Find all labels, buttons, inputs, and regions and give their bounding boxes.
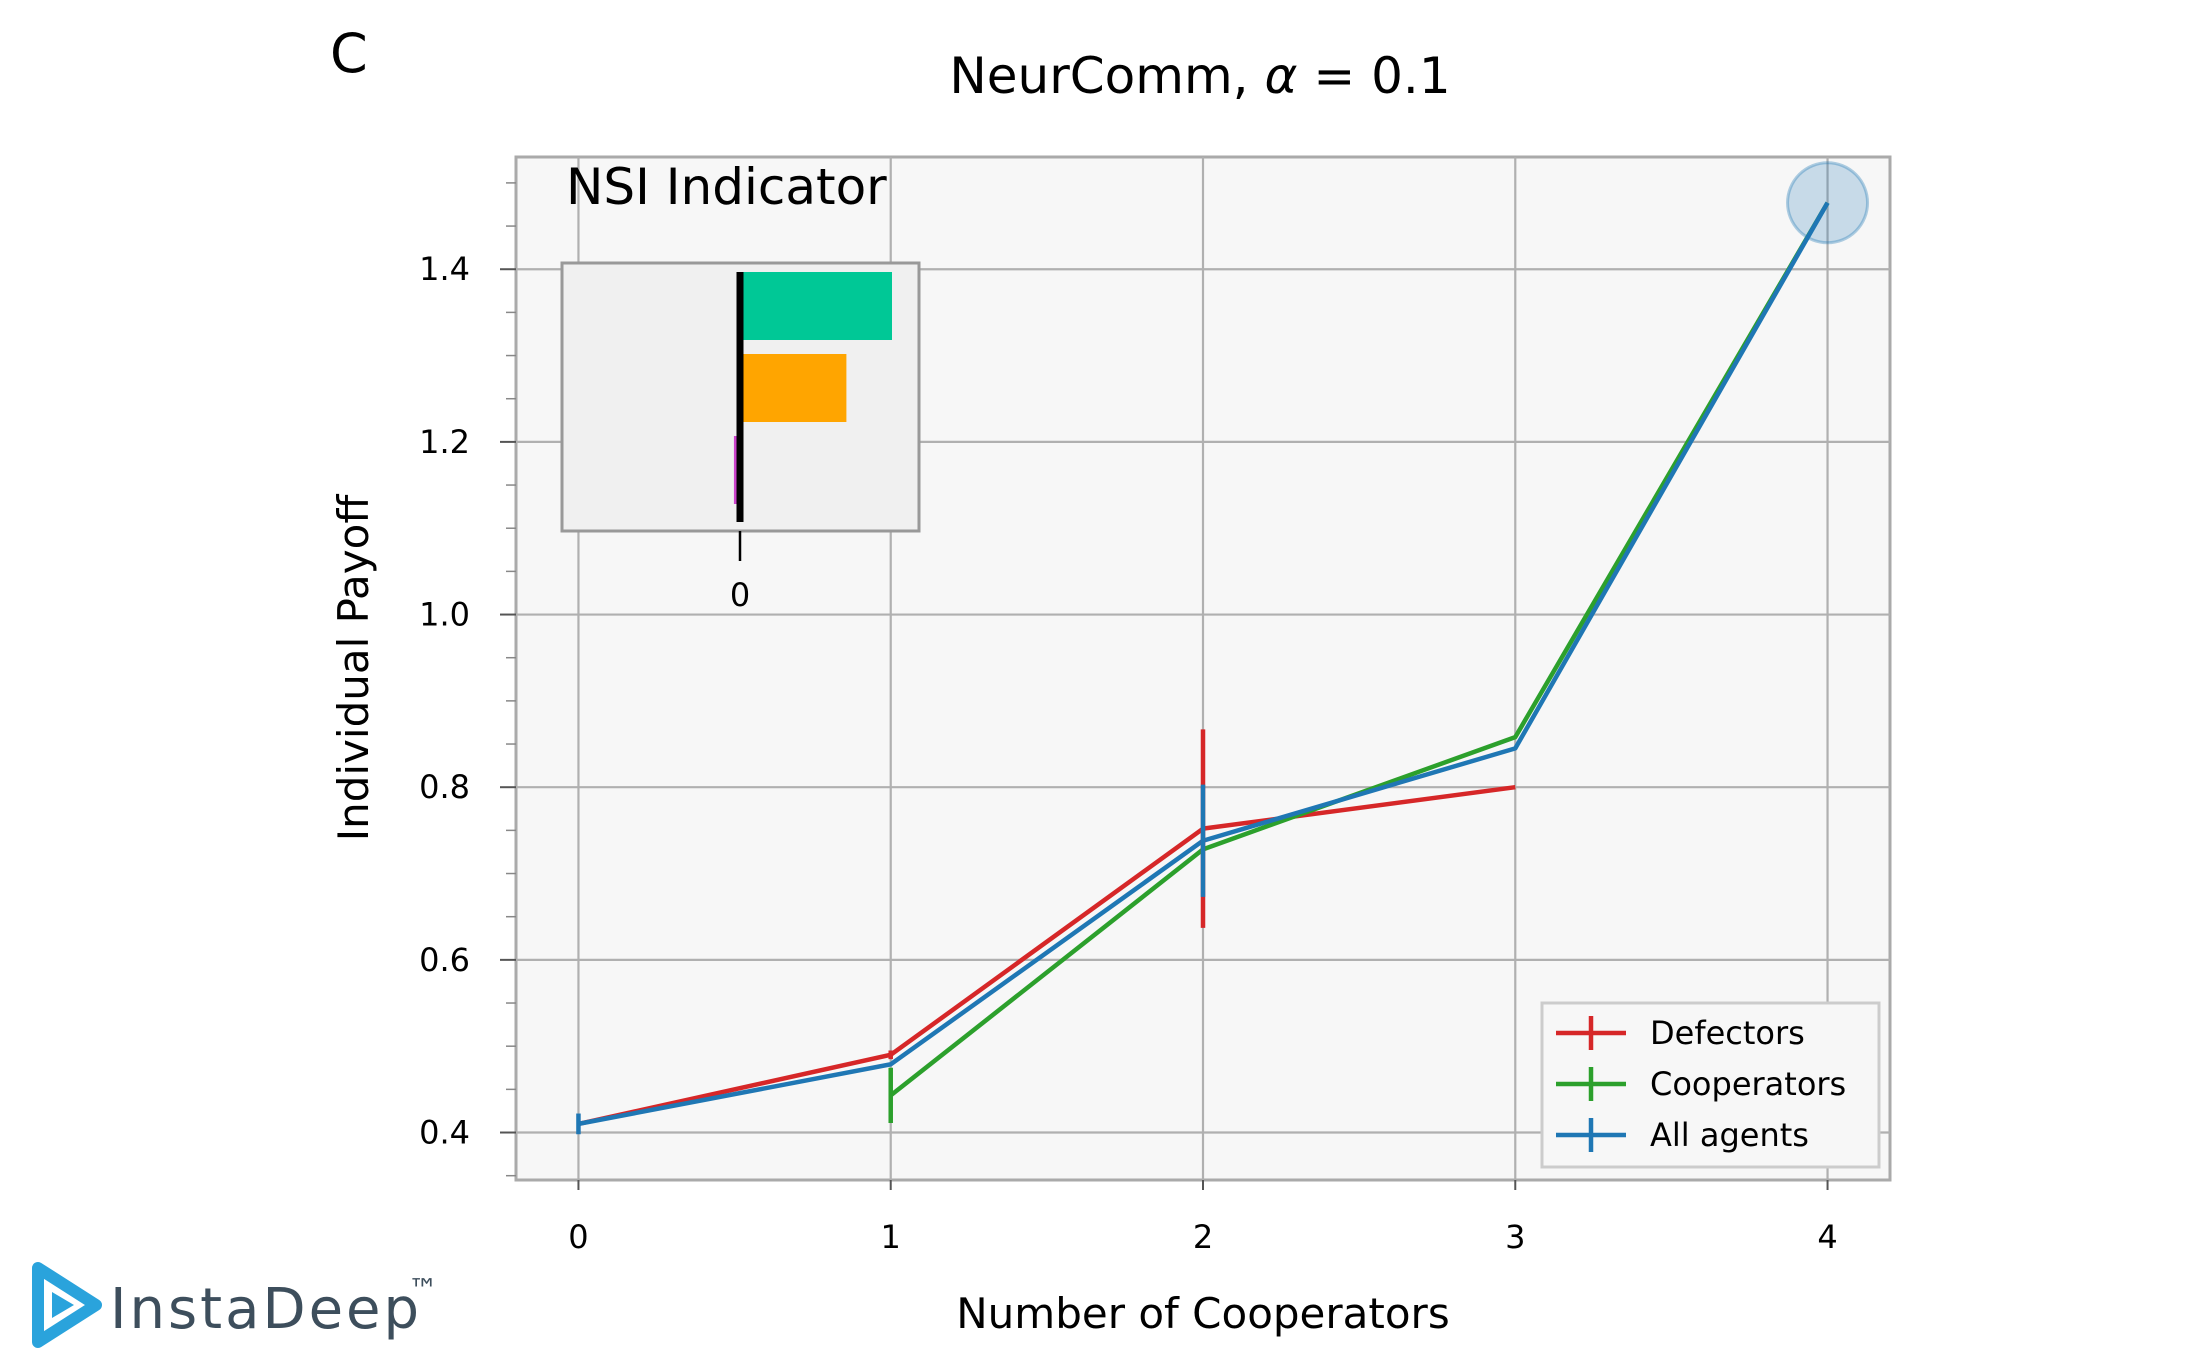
y-tick-label: 1.0 — [419, 596, 470, 634]
inset-zero-label: 0 — [730, 576, 750, 614]
panel-label: C — [330, 22, 368, 85]
inset-bar — [740, 354, 847, 422]
chart-title: NeurComm, α = 0.1 — [949, 47, 1450, 105]
y-tick-label: 0.4 — [419, 1114, 470, 1152]
x-axis-label: Number of Cooperators — [956, 1289, 1449, 1338]
highlight-marker — [1786, 161, 1870, 245]
legend: Defectors Cooperators All agents — [1540, 1001, 1881, 1169]
legend-label: Cooperators — [1650, 1065, 1846, 1103]
instadeep-logo: InstaDeep ™ — [32, 1262, 438, 1348]
inset-bar — [740, 272, 892, 340]
x-tick-label: 0 — [568, 1218, 588, 1256]
legend-label: Defectors — [1650, 1014, 1805, 1052]
y-tick-label: 0.8 — [419, 768, 470, 806]
inset-bars — [733, 272, 892, 504]
y-tick-label: 0.6 — [419, 941, 470, 979]
brand-name: InstaDeep — [110, 1277, 422, 1342]
y-axis-label: Individual Payoff — [329, 494, 378, 842]
x-tick-label: 4 — [1817, 1218, 1837, 1256]
x-tick-label: 1 — [881, 1218, 901, 1256]
brand-tm: ™ — [408, 1273, 438, 1308]
y-tick-label: 1.2 — [419, 423, 470, 461]
minor-ticks — [506, 182, 516, 1177]
x-tick-label: 2 — [1193, 1218, 1213, 1256]
x-axis-ticks: 0 1 2 3 4 — [568, 1180, 1838, 1256]
y-tick-label: 1.4 — [419, 250, 470, 288]
y-axis-ticks: 0.4 0.6 0.8 1.0 1.2 1.4 — [419, 250, 516, 1152]
error-bars — [576, 729, 1206, 1135]
logo-mark-icon — [32, 1262, 102, 1348]
inset-title: NSI Indicator — [566, 158, 887, 216]
x-tick-label: 3 — [1505, 1218, 1525, 1256]
series-line-defectors — [577, 784, 1516, 1127]
legend-label: All agents — [1650, 1116, 1809, 1154]
